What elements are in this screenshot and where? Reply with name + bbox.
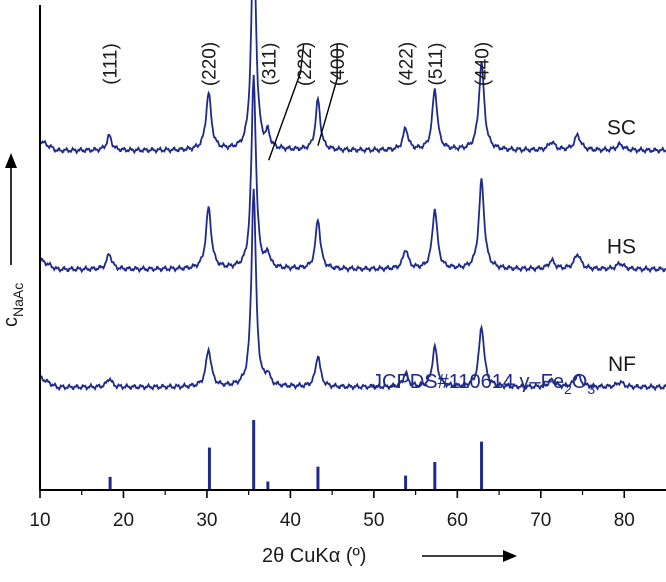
series-labels: SC HS NF [607, 117, 636, 377]
peak-label: (440) [473, 42, 494, 86]
x-axis-label: 2θ CuKα (º) [262, 545, 366, 567]
axes [39, 5, 666, 491]
x-tick-label: 30 [196, 510, 217, 531]
x-tick-label: 70 [530, 510, 551, 531]
peak-label: (220) [200, 42, 221, 86]
y-axis-title: cNaAc [0, 153, 26, 327]
series-group [39, 0, 666, 392]
series-label: HS [607, 235, 636, 258]
series-line-nf [39, 188, 666, 392]
peak-labels: (111) (220) (311) (222) (400) (422) (511) (440) [100, 42, 493, 86]
x-axis-title: 2θ CuKα (º) [262, 545, 517, 567]
peak-label: (111) [100, 43, 121, 85]
series-line-hs [39, 74, 666, 274]
peak-label: (422) [397, 42, 418, 86]
series-label: SC [607, 117, 636, 140]
x-tick-label: 80 [614, 510, 635, 531]
y-axis-arrow-head [5, 153, 17, 168]
x-tick-label: 20 [113, 510, 134, 531]
x-tick-label: 60 [447, 510, 468, 531]
x-tick-label: 50 [363, 510, 384, 531]
peak-leader-line [317, 43, 338, 146]
peak-label: (311) [260, 43, 281, 86]
peak-label: (511) [426, 43, 447, 86]
series-label: NF [608, 353, 636, 376]
series-line-sc [39, 0, 666, 155]
x-axis-arrow-head [503, 550, 517, 562]
x-tick-label: 10 [29, 510, 50, 531]
x-tick-label: 40 [280, 510, 301, 531]
reference-label: JCPDS#110614 γ–Fe2O3 [372, 371, 595, 397]
y-axis-label: cNaAc [0, 283, 26, 327]
peak-label: (222) [295, 42, 316, 86]
x-ticks: 10 20 30 40 50 60 70 80 [29, 490, 635, 531]
peak-leader-lines [268, 43, 338, 161]
reference-pattern [108, 419, 484, 490]
peak-label: (400) [328, 42, 349, 86]
peak-leader-line [268, 43, 305, 161]
